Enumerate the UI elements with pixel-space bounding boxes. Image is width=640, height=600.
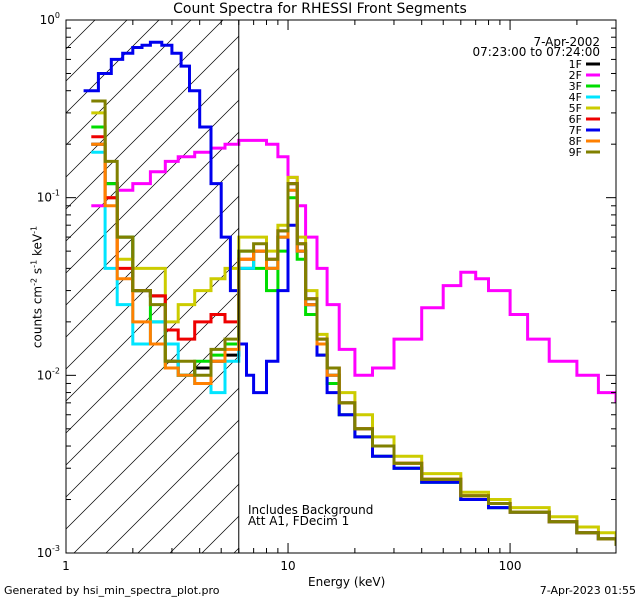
hatch-line [105,419,239,553]
plot-frame [65,19,617,554]
y-tick-label: 10-2 [37,366,60,382]
hatch-line [66,291,239,466]
legend-label: 4F [569,91,582,104]
time-range-label: 07:23:00 to 07:24:00 [472,45,600,59]
series-7f [83,40,616,546]
legend-label: 1F [569,58,582,71]
hatch-line [66,20,224,178]
hatch-line [66,20,96,50]
hatch-line [66,99,239,274]
attenuator-note: Att A1, FDecim 1 [248,514,350,528]
x-axis-label: Energy (keV) [308,575,386,589]
hatch-line [66,195,239,370]
chart-title: Count Spectra for RHESSI Front Segments [173,1,467,17]
legend-label: 9F [569,146,582,159]
generator-note: Generated by hsi_min_spectra_plot.pro [4,584,220,597]
series-9f [91,99,616,546]
legend-label: 7F [569,124,582,137]
hatch-line [66,227,239,402]
legend-label: 2F [569,69,582,82]
background-note: Includes Background [248,503,374,517]
hatch-line [362,20,640,553]
hatch-line [330,20,640,553]
legend-label: 6F [569,113,582,126]
hatch-line [66,67,239,242]
hatch-line [66,131,239,306]
hatch-line [298,20,640,553]
y-tick-label: 10-1 [37,189,60,205]
date-label: 7-Apr-2002 [533,35,600,49]
hatch-line [137,451,239,553]
hatch-line [458,20,640,553]
series-3f [91,125,616,546]
x-tick-label: 10 [280,559,295,573]
hatch-line [66,20,192,146]
legend-label: 3F [569,80,582,93]
hatch-line [73,387,239,553]
x-tick-label: 100 [499,559,522,573]
y-axis-label: counts cm-2 s-1 keV-1 [29,225,45,349]
hatch-line [66,20,160,114]
series-6f [91,135,616,546]
x-tick-label: 1 [62,559,70,573]
series-5f [91,111,616,539]
series-group [83,40,616,546]
hatch-line [66,35,239,210]
hatch-line [0,20,31,553]
hatch-line [66,323,239,498]
hatch-line [66,163,239,338]
legend-label: 8F [569,135,582,148]
series-2f [91,138,616,403]
y-tick-label: 10-3 [37,544,60,560]
legend-label: 5F [569,102,582,115]
hatch-line [66,20,128,82]
generation-timestamp: 7-Apr-2023 01:55 [539,584,636,597]
hatch-line [66,355,239,530]
